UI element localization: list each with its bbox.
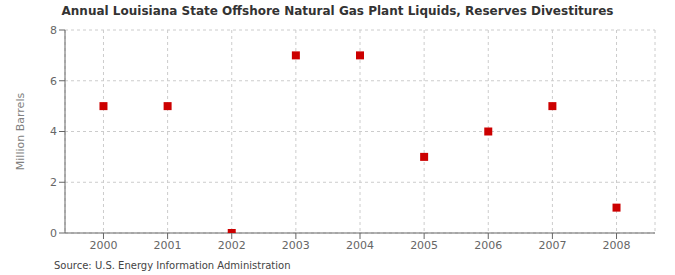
svg-text:6: 6 [50,75,57,88]
svg-text:2007: 2007 [538,239,566,252]
svg-text:2003: 2003 [282,239,310,252]
svg-text:2004: 2004 [346,239,374,252]
svg-text:8: 8 [50,24,57,37]
svg-text:2000: 2000 [89,239,117,252]
svg-text:4: 4 [50,125,57,138]
html-text:Annual Louisiana State Offshor: Annual Louisiana State Offshore Natural … [61,4,614,18]
svg-text:2006: 2006 [474,239,502,252]
svg-text:2001: 2001 [154,239,182,252]
svg-text:2: 2 [50,176,57,189]
svg-text:2008: 2008 [603,239,631,252]
svg-text:0: 0 [50,227,57,240]
html-text:Source: U.S. Energy Informatio: Source: U.S. Energy Information Administ… [54,260,291,271]
svg-text:Million Barrels: Million Barrels [14,93,27,171]
svg-text:2002: 2002 [218,239,246,252]
svg-text:2005: 2005 [410,239,438,252]
